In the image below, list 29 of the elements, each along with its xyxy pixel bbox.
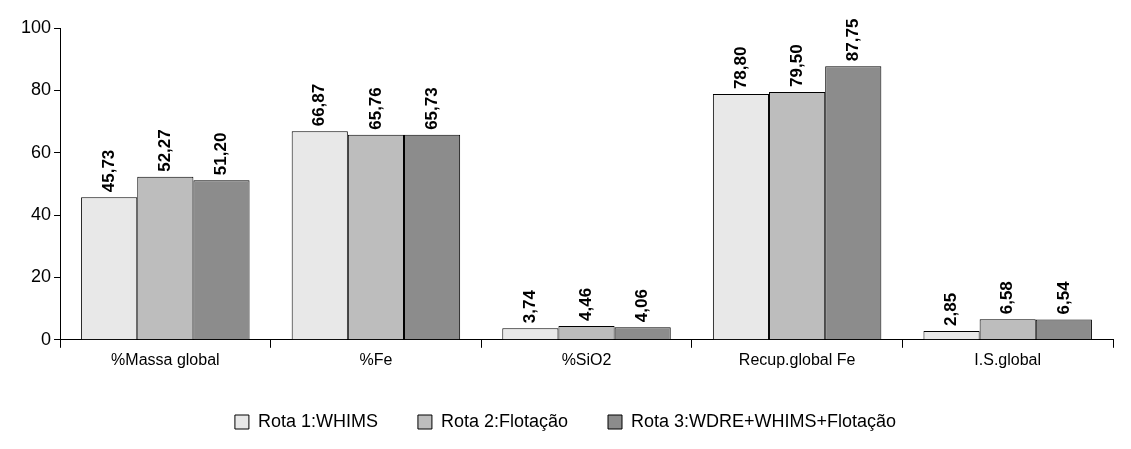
data-label: 65,73 [421,87,441,130]
legend-label: Rota 2:Flotação [440,410,569,431]
data-label: 52,27 [155,129,175,172]
data-label: 6,54 [1053,280,1073,315]
y-tick-label: 20 [31,266,52,287]
data-label: 51,20 [211,132,231,176]
x-tick-label: I.S.global [974,350,1042,368]
legend-label: Rota 1:WHIMS [257,410,378,431]
data-label: 87,75 [842,18,862,62]
data-label: 65,76 [365,87,385,130]
data-label: 66,87 [309,83,329,127]
y-tick-label: 40 [31,204,52,225]
y-tick-label: 60 [31,141,52,162]
y-tick-label: 80 [31,79,52,100]
data-label: 78,80 [730,46,750,90]
data-label: 3,74 [520,289,540,324]
x-tick-label: %Massa global [111,350,220,368]
data-label: 45,73 [98,149,118,193]
data-label: 2,85 [941,292,961,326]
data-label: 6,58 [997,281,1017,315]
x-tick-label: Recup.global Fe [738,350,856,368]
x-tick-label: %Fe [359,350,393,368]
data-label: 4,06 [632,289,652,323]
data-label: 4,46 [576,287,596,321]
x-tick-label: %SiO2 [561,350,612,368]
legend-label: Rota 3:WDRE+WHIMS+Flotação [631,410,897,431]
data-label: 79,50 [786,44,806,87]
y-tick-label: 0 [41,328,52,349]
y-tick-label: 100 [20,16,52,37]
